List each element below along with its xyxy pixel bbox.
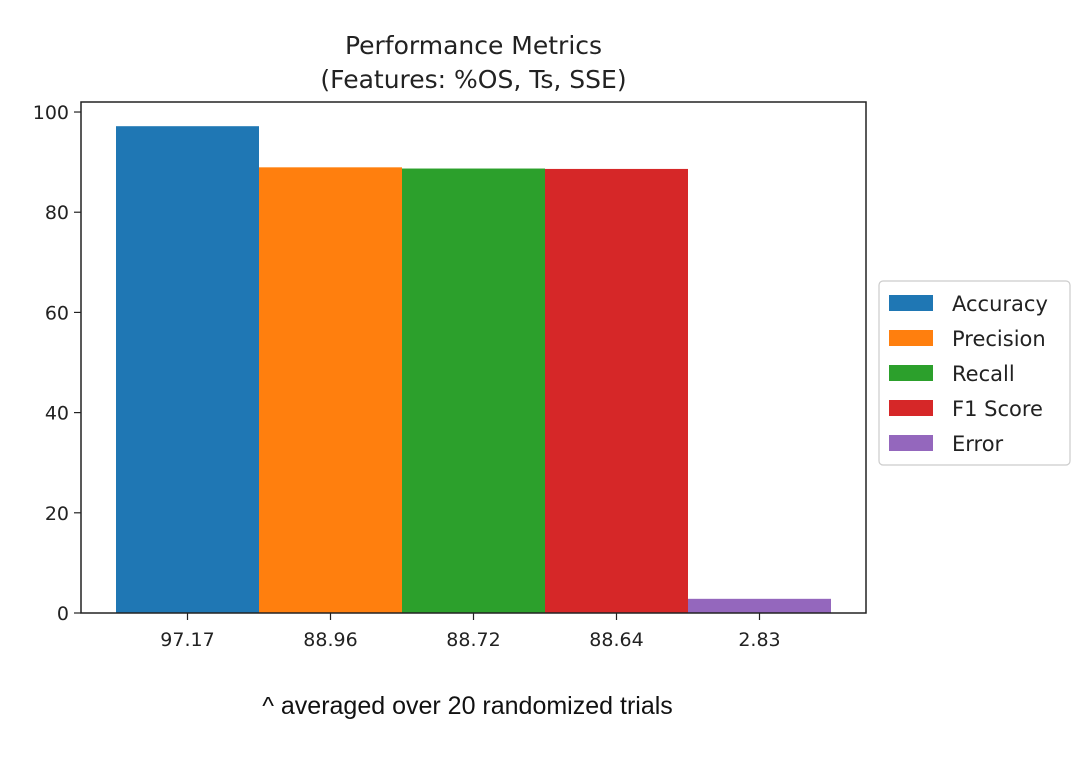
legend-swatch [889, 330, 933, 346]
bar-error [688, 598, 831, 613]
y-tick-label: 60 [45, 302, 69, 324]
bars-group [116, 126, 831, 614]
legend-swatch [889, 400, 933, 416]
legend-label: Precision [952, 327, 1046, 351]
x-tick-label: 97.17 [160, 629, 214, 651]
x-tick-label: 2.83 [738, 629, 780, 651]
x-axis: 97.17 88.96 88.72 88.64 2.83 [160, 613, 781, 651]
legend-box [878, 280, 1071, 466]
bar-recall [402, 168, 545, 613]
legend-swatch [889, 365, 933, 381]
y-tick-label: 0 [57, 603, 69, 625]
legend-label: Recall [952, 362, 1015, 386]
y-tick-label: 40 [45, 403, 69, 425]
caption: ^ averaged over 20 randomized trials [262, 692, 673, 720]
bar-accuracy [116, 126, 259, 613]
bar-f1-score [545, 168, 688, 614]
legend-label: F1 Score [952, 397, 1043, 421]
plot-frame [80, 101, 867, 614]
legend-label: Error [952, 432, 1004, 456]
legend: Accuracy Precision Recall F1 Score Error [878, 280, 1071, 466]
x-tick-label: 88.72 [446, 629, 500, 651]
bar-precision [259, 167, 402, 613]
y-tick-label: 80 [45, 202, 69, 224]
chart-title: Performance Metrics [345, 31, 602, 60]
legend-label: Accuracy [952, 292, 1048, 316]
x-tick-label: 88.64 [589, 629, 643, 651]
legend-swatch [889, 295, 933, 311]
chart-subtitle: (Features: %OS, Ts, SSE) [320, 65, 626, 94]
y-tick-label: 20 [45, 503, 69, 525]
x-tick-label: 88.96 [303, 629, 357, 651]
y-tick-label: 100 [33, 102, 69, 124]
y-axis: 0 20 40 60 80 100 [33, 102, 81, 625]
legend-swatch [889, 435, 933, 451]
